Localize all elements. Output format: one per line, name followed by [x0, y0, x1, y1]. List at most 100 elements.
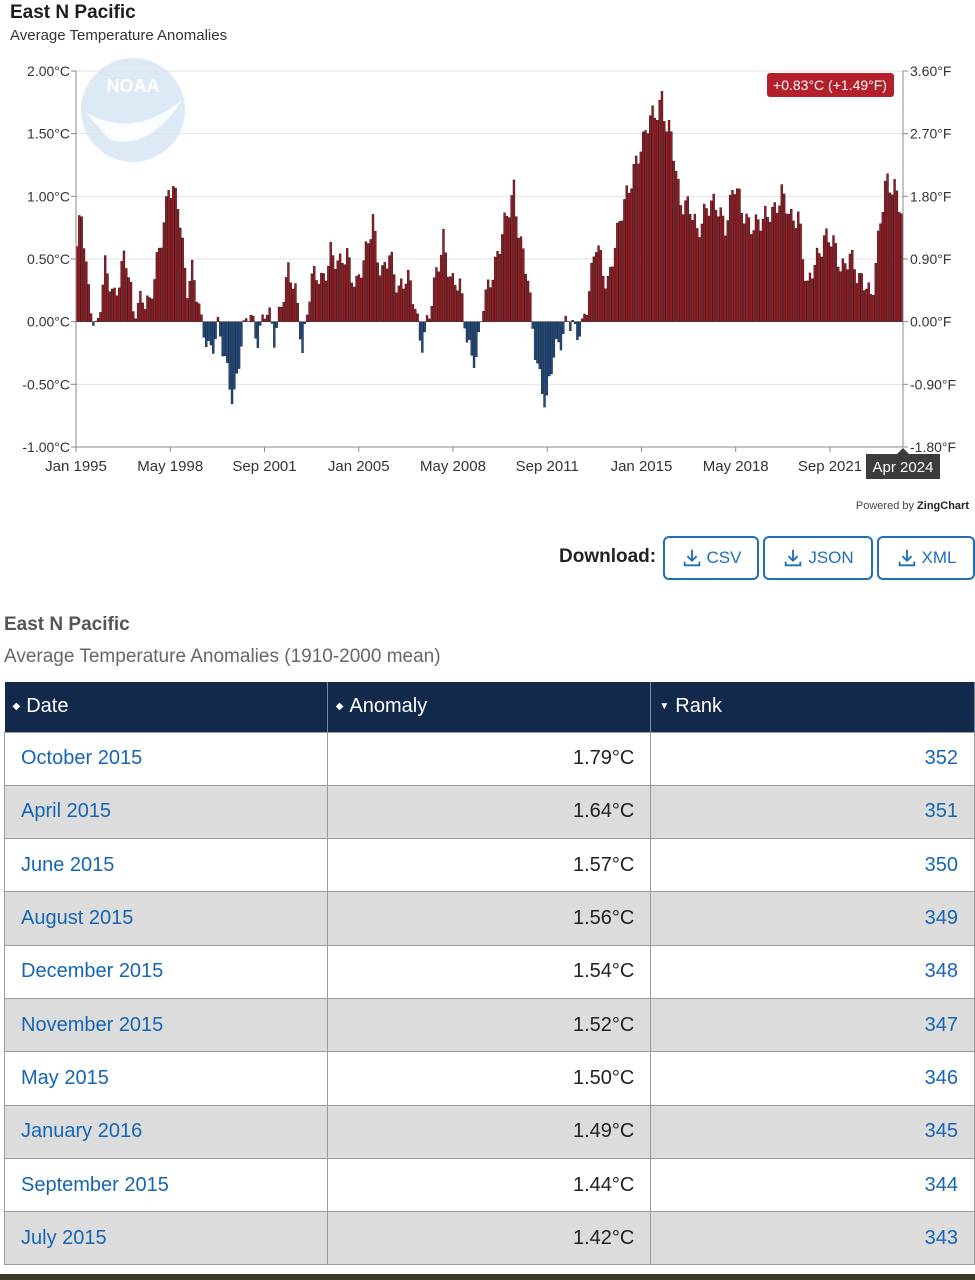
chart-bar [555, 321, 558, 339]
chart-bar [313, 266, 316, 322]
table-rank-link[interactable]: 346 [650, 1051, 975, 1106]
table-date-link[interactable]: November 2015 [4, 997, 328, 1053]
chart-bar [693, 213, 697, 322]
chart-bar [249, 314, 253, 322]
anomaly-column-header[interactable]: ◆ Anomaly [327, 682, 652, 732]
chart-bar [524, 273, 527, 322]
table-anomaly-value: 1.49°C [326, 1104, 652, 1159]
chart-bar [893, 179, 896, 322]
chart-bar [355, 275, 358, 322]
chart-bar [85, 261, 88, 322]
chart-bar [179, 227, 182, 322]
chart-bar [212, 321, 215, 354]
chart-bar [766, 216, 769, 322]
download-icon [785, 549, 802, 567]
chart-bar [82, 248, 86, 322]
table-rank-link[interactable]: 345 [650, 1104, 975, 1159]
chart-bar [113, 287, 116, 322]
chart-bar [867, 282, 870, 322]
crosshair-label-text: Apr 2024 [873, 459, 934, 476]
chart-bar [205, 321, 208, 348]
table-body: October 2015 1.79°C 352 April 2015 1.64°C 351… [4, 731, 975, 1266]
table-rank-link[interactable]: 349 [650, 891, 975, 946]
chart-bar [733, 194, 736, 322]
download-xml-button[interactable]: XML [877, 536, 975, 580]
chart-bar [331, 255, 335, 322]
chart-bar [604, 288, 607, 322]
table-anomaly-value: 1.54°C [326, 944, 652, 999]
x-tick-label: Sep 2001 [232, 458, 296, 475]
table-date-link[interactable]: September 2015 [4, 1157, 328, 1213]
table-rank-link[interactable]: 343 [650, 1211, 975, 1266]
chart-bar [738, 188, 741, 322]
table-rank-link[interactable]: 350 [650, 838, 975, 893]
table-rank-link[interactable]: 344 [650, 1157, 975, 1213]
y-right-tick-label: 0.00°F [910, 314, 951, 330]
chart-bar [540, 321, 544, 394]
chart-bar [141, 302, 144, 322]
noaa-logo: NOAA [81, 58, 185, 162]
chart-bar [421, 321, 424, 353]
chart-bar [735, 188, 739, 322]
download-csv-button[interactable]: CSV [663, 536, 759, 580]
chart-bar [829, 246, 833, 322]
table-rank-link[interactable]: 352 [650, 731, 975, 786]
chart-bar [226, 321, 229, 364]
chart-bar [200, 314, 203, 322]
chart-bar [461, 293, 464, 322]
chart-bar [745, 213, 748, 322]
table-date-link[interactable]: April 2015 [4, 784, 328, 840]
chart-bar [186, 298, 189, 322]
download-json-button[interactable]: JSON [763, 536, 873, 580]
chart-bar [512, 179, 516, 322]
chart-bar [299, 321, 302, 340]
y-left-tick-label: 1.00°C [27, 188, 70, 204]
table-date-link[interactable]: July 2015 [4, 1211, 328, 1266]
chart-bar [254, 321, 257, 339]
chart-bar [592, 256, 596, 322]
chart-bar [630, 188, 633, 322]
chart-bar [529, 292, 532, 322]
chart-bar [282, 301, 285, 322]
chart-bar [874, 262, 877, 322]
table-rank-link[interactable]: 351 [650, 784, 975, 840]
chart-subtitle: Average Temperature Anomalies [10, 27, 228, 44]
chart-bar [477, 321, 480, 332]
chart-bar [301, 321, 304, 354]
table-rank-link[interactable]: 347 [650, 997, 975, 1053]
chart-bar [519, 236, 523, 322]
chart-bar [468, 321, 471, 340]
sort-both-icon: ◆ [12, 701, 21, 713]
chart-bar [78, 215, 81, 322]
table-date-link[interactable]: May 2015 [4, 1051, 328, 1106]
chart-bar [665, 131, 668, 322]
table-date-link[interactable]: October 2015 [4, 731, 328, 786]
chart-bar [437, 271, 440, 322]
chart-bar [728, 194, 732, 322]
rank-column-header[interactable]: ▼ Rank [650, 682, 975, 732]
table-date-link[interactable]: June 2015 [4, 838, 328, 893]
chart-bar [533, 321, 537, 361]
chart-bar [118, 287, 121, 322]
table-row: May 2015 1.50°C 346 [4, 1051, 975, 1106]
table-rank-link[interactable]: 348 [650, 944, 975, 999]
chart-bar [425, 315, 429, 322]
chart-bar [230, 321, 234, 405]
chart-bar [721, 215, 725, 322]
date-column-header[interactable]: ◆ Date [4, 682, 328, 732]
chart-bar [757, 219, 760, 322]
chart-bar [825, 228, 828, 322]
chart-bar [557, 321, 560, 343]
chart-bar [310, 273, 314, 322]
anomaly-chart[interactable]: NOAA 2.00°C 1.50°C 1.00°C 0.50°C 0.00°C -0.50… [0, 55, 975, 485]
table-anomaly-value: 1.79°C [326, 731, 652, 786]
chart-bar [710, 200, 713, 322]
powered-by[interactable]: Powered by ZingChart [856, 500, 969, 512]
table-date-link[interactable]: August 2015 [4, 891, 328, 946]
x-tick-label: May 1998 [137, 458, 203, 475]
chart-bar [573, 321, 577, 324]
chart-bar [348, 257, 351, 322]
table-date-link[interactable]: January 2016 [4, 1104, 328, 1159]
table-date-link[interactable]: December 2015 [4, 944, 328, 999]
chart-bar [569, 321, 572, 331]
